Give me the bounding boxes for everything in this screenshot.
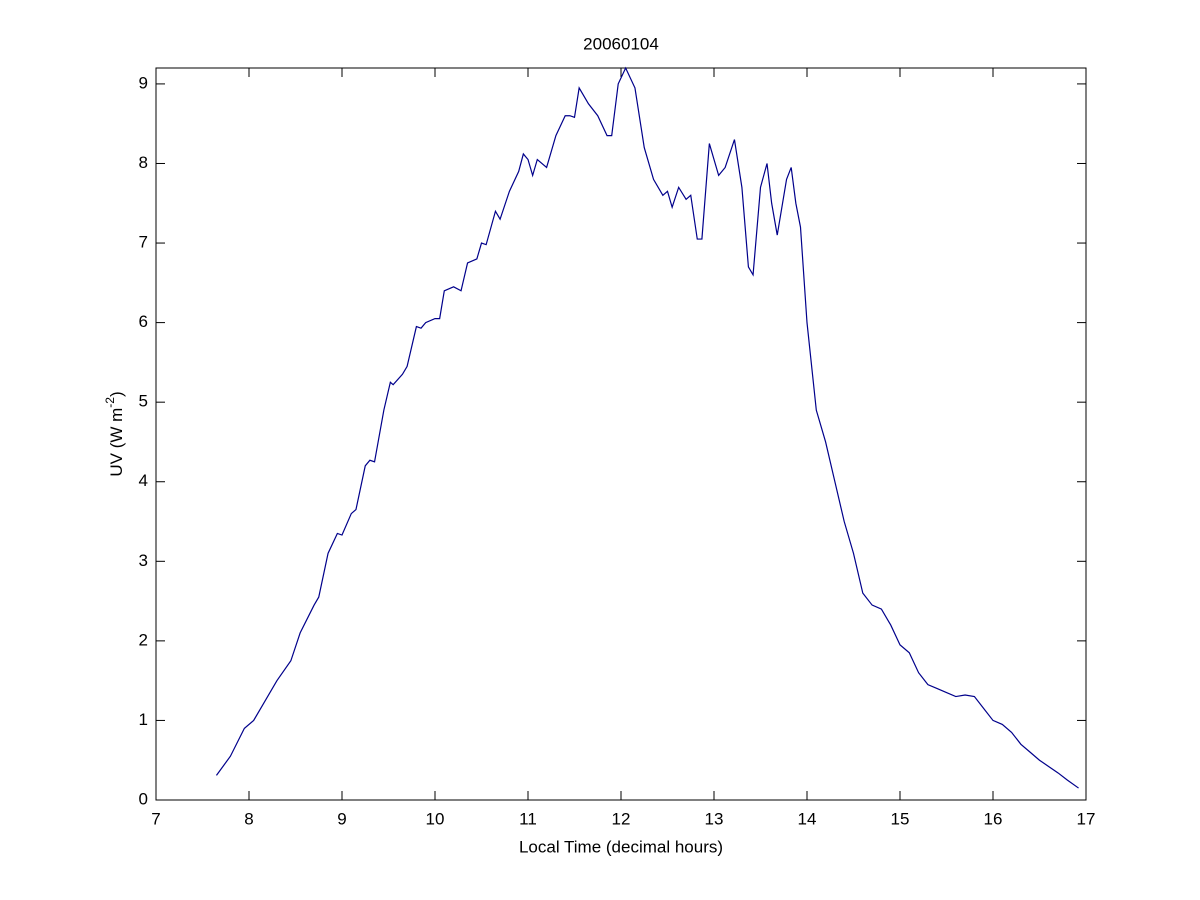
x-tick-label: 12 <box>612 809 631 828</box>
y-tick-label: 7 <box>139 233 148 252</box>
y-axis-label-text: UV (W m <box>107 408 126 477</box>
y-axis-label-superscript: -2 <box>103 397 117 408</box>
y-tick-label: 8 <box>139 153 148 172</box>
y-axis-label: UV (W m-2) <box>103 391 126 476</box>
x-tick-label: 16 <box>984 809 1003 828</box>
y-tick-label: 1 <box>139 710 148 729</box>
y-tick-label: 5 <box>139 392 148 411</box>
x-tick-label: 9 <box>337 809 346 828</box>
x-tick-label: 7 <box>151 809 160 828</box>
x-tick-label: 13 <box>705 809 724 828</box>
x-axis-label: Local Time (decimal hours) <box>519 837 723 856</box>
y-tick-label: 9 <box>139 73 148 92</box>
y-tick-label: 6 <box>139 312 148 331</box>
y-tick-label: 2 <box>139 630 148 649</box>
x-tick-label: 15 <box>891 809 910 828</box>
y-tick-label: 3 <box>139 551 148 570</box>
data-line <box>215 66 1079 789</box>
chart-title: 20060104 <box>583 34 659 53</box>
y-tick-label: 0 <box>139 789 148 808</box>
x-tick-label: 14 <box>798 809 817 828</box>
x-tick-label: 10 <box>426 809 445 828</box>
x-tick-label: 8 <box>244 809 253 828</box>
x-tick-label: 11 <box>519 809 537 828</box>
y-tick-label: 4 <box>139 471 148 490</box>
y-axis-label-after: ) <box>107 391 126 397</box>
x-tick-label: 17 <box>1077 809 1096 828</box>
